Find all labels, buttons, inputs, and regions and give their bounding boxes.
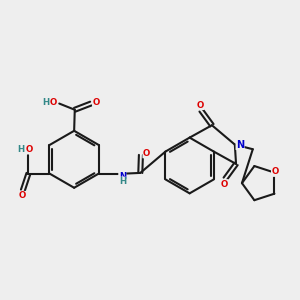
Text: H: H: [17, 145, 24, 154]
Text: H: H: [42, 98, 49, 106]
Text: O: O: [221, 180, 228, 189]
Text: N: N: [236, 140, 244, 150]
Text: O: O: [26, 145, 33, 154]
Text: O: O: [50, 98, 57, 106]
Text: O: O: [197, 100, 204, 109]
Text: O: O: [92, 98, 100, 106]
Text: O: O: [272, 167, 279, 176]
Text: O: O: [143, 149, 150, 158]
Text: O: O: [19, 191, 26, 200]
Text: N: N: [119, 172, 126, 181]
Text: H: H: [119, 177, 126, 186]
